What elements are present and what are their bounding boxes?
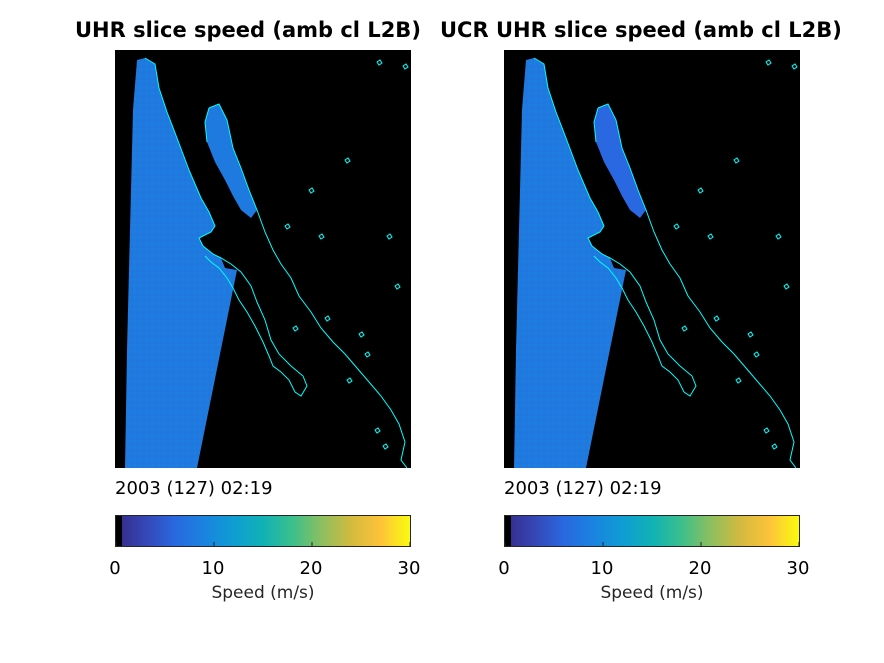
island-outline-5: [775, 233, 782, 240]
coastline-2: [208, 103, 408, 468]
island-outline-4: [284, 223, 291, 230]
island-outline-11: [292, 325, 299, 332]
island-outline-2: [733, 157, 740, 164]
island-outline-6: [394, 283, 401, 290]
island-outline-12: [763, 427, 770, 434]
island-outline-12: [374, 427, 381, 434]
speed-map: [504, 50, 800, 468]
speed-map-svg: [504, 50, 800, 468]
island-outline-2: [344, 157, 351, 164]
island-outline-14: [791, 63, 798, 70]
island-outline-13: [382, 443, 389, 450]
island-outline-8: [358, 331, 365, 338]
gulf-speed-field: [594, 104, 646, 218]
colorbar-fill: [116, 516, 410, 546]
coastline-3: [593, 107, 599, 143]
coastline-1: [144, 57, 308, 397]
swath-speed-field: [125, 58, 237, 468]
colorbar-nodata-swatch: [505, 516, 511, 546]
date-label: 2003 (127) 02:19: [504, 478, 662, 499]
colorbar-tick-label: 20: [688, 558, 712, 579]
island-outline-10: [346, 377, 353, 384]
island-outline-15: [765, 59, 772, 66]
colorbar-tick-label: 0: [109, 558, 121, 579]
island-outline-10: [735, 377, 742, 384]
colorbar-gradient: [116, 516, 410, 546]
island-outline-9: [753, 351, 760, 358]
colorbar-tick-label: 30: [786, 558, 810, 579]
island-outline-3: [707, 233, 714, 240]
island-outline-13: [771, 443, 778, 450]
island-outline-1: [308, 187, 315, 194]
date-label: 2003 (127) 02:19: [115, 478, 273, 499]
chart-panel-left: UHR slice speed (amb cl L2B) 2003 (127) …: [50, 0, 470, 663]
island-outline-6: [783, 283, 790, 290]
speed-map: [115, 50, 411, 468]
island-outline-5: [386, 233, 393, 240]
chart-title: UCR UHR slice speed (amb cl L2B): [440, 18, 842, 42]
colorbar-label: Speed (m/s): [600, 583, 704, 603]
colorbar-fill: [505, 516, 799, 546]
colorbar-tick-label: 0: [498, 558, 510, 579]
island-outline-15: [376, 59, 383, 66]
chart-title: UHR slice speed (amb cl L2B): [75, 18, 421, 42]
island-outline-3: [318, 233, 325, 240]
colorbar-tick-label: 10: [201, 558, 225, 579]
swath-speed-field: [514, 58, 626, 468]
island-outline-11: [681, 325, 688, 332]
colorbar-tick-label: 10: [590, 558, 614, 579]
colorbar-tick-label: 20: [299, 558, 323, 579]
speed-map-svg: [115, 50, 411, 468]
chart-panel-right: UCR UHR slice speed (amb cl L2B) 2003 (1…: [440, 0, 860, 663]
colorbar: [504, 515, 800, 547]
colorbar-label: Speed (m/s): [211, 583, 315, 603]
island-outline-7: [713, 315, 720, 322]
colorbar-nodata-swatch: [116, 516, 122, 546]
island-outline-14: [402, 63, 409, 70]
island-outline-1: [697, 187, 704, 194]
coastline-1: [533, 57, 697, 397]
gulf-speed-field: [205, 104, 257, 218]
coastline-2: [597, 103, 797, 468]
island-outline-9: [364, 351, 371, 358]
colorbar-tick-label: 30: [397, 558, 421, 579]
colorbar: [115, 515, 411, 547]
island-outline-8: [747, 331, 754, 338]
island-outline-7: [324, 315, 331, 322]
colorbar-gradient: [505, 516, 799, 546]
coastline-3: [204, 107, 210, 143]
island-outline-4: [673, 223, 680, 230]
